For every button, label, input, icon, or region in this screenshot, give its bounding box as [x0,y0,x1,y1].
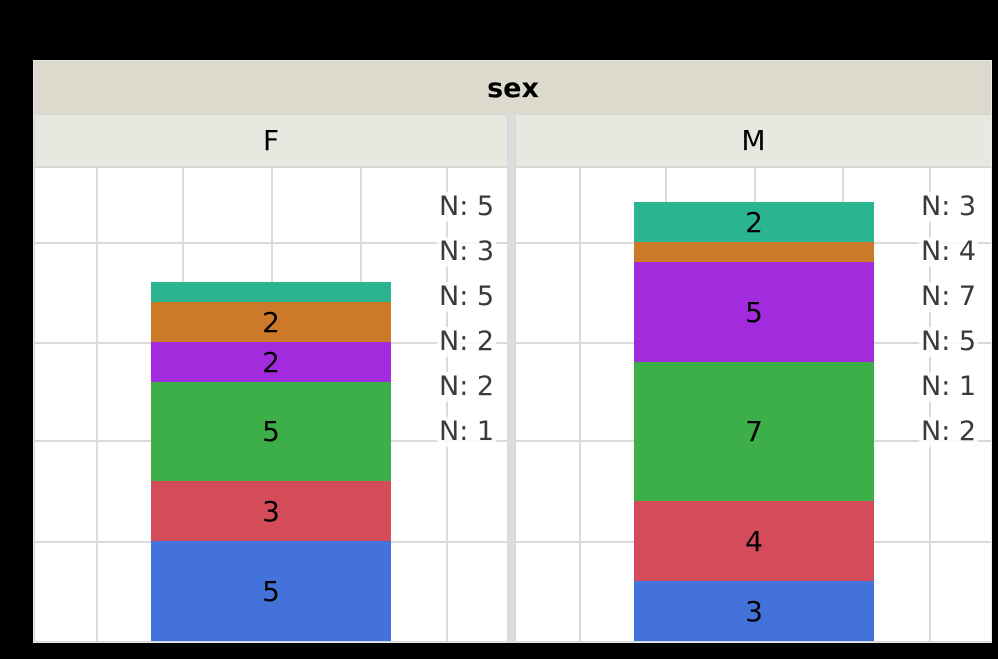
bar-segment-teal[interactable] [151,282,391,302]
grid-line [929,168,931,641]
bar-segment-orange[interactable]: 2 [151,302,391,342]
n-label: N: 5 [437,281,497,312]
bar-segment-blue[interactable]: 5 [151,541,391,641]
n-label: N: 1 [437,416,497,447]
n-label: N: 7 [919,281,979,312]
n-label: N: 2 [919,416,979,447]
plot-panel-f: 5 3 5 2 2 N: 5 N: 3 N: 5 N: 2 N: 2 N: 1 [35,168,507,641]
plot-panel-m: 3 4 7 5 2 N: 3 N: 4 N: 7 N: 5 N: 1 N: 2 [516,168,991,641]
segment-value: 2 [262,345,280,379]
n-label: N: 2 [437,326,497,357]
segment-value: 5 [262,574,280,608]
bar-segment-blue[interactable]: 3 [634,581,874,641]
panel-header-m: M [516,115,991,167]
segment-value: 2 [745,205,763,239]
facet-title: sex [35,62,991,114]
segment-value: 7 [745,415,763,448]
bar-segment-green[interactable]: 7 [634,362,874,501]
panel-divider [508,114,515,643]
grid-line [579,168,581,641]
n-label: N: 2 [437,371,497,402]
grid-line [96,168,98,641]
facet-title-label: sex [487,72,539,104]
n-label: N: 3 [919,191,979,222]
panel-header-f: F [35,115,507,167]
n-label: N: 1 [919,371,979,402]
segment-value: 4 [745,524,763,558]
grid-line [35,242,507,244]
segment-value: 5 [745,295,763,329]
bar-segment-red[interactable]: 3 [151,481,391,541]
segment-value: 3 [745,594,763,628]
bar-segment-purple[interactable]: 2 [151,342,391,382]
panel-label-f: F [262,124,280,157]
bar-segment-red[interactable]: 4 [634,501,874,581]
panel-label-m: M [741,124,766,157]
segment-value: 5 [262,415,280,448]
n-label: N: 3 [437,236,497,267]
bar-segment-purple[interactable]: 5 [634,262,874,362]
n-label: N: 5 [919,326,979,357]
bar-segment-teal[interactable]: 2 [634,202,874,242]
n-label: N: 5 [437,191,497,222]
segment-value: 2 [262,305,280,339]
grid-line [446,168,448,641]
bar-segment-orange[interactable] [634,242,874,262]
n-label: N: 4 [919,236,979,267]
bar-segment-green[interactable]: 5 [151,382,391,481]
segment-value: 3 [262,494,280,528]
